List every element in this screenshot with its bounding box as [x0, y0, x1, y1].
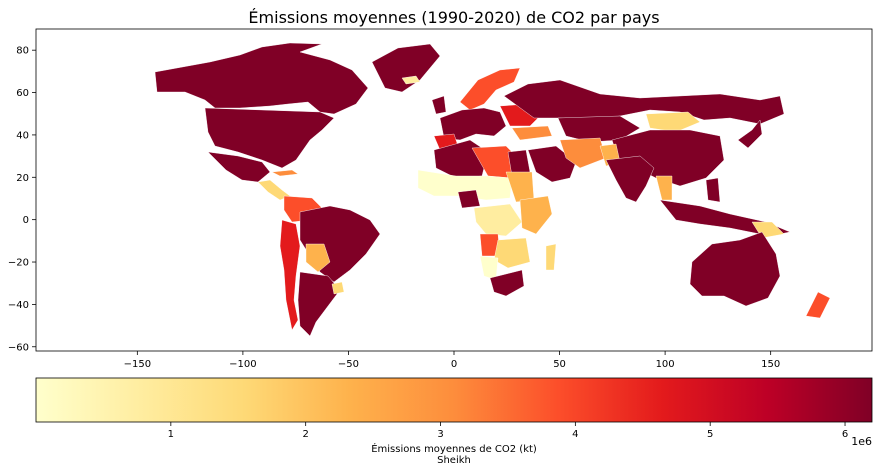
- country-india[interactable]: [605, 155, 655, 203]
- y-tick-label: 20: [16, 173, 29, 184]
- y-tick-label: 60: [16, 88, 29, 99]
- country-cuba[interactable]: [271, 169, 299, 177]
- country-madagascar[interactable]: [545, 243, 557, 271]
- country-usa[interactable]: [204, 107, 335, 169]
- x-tick-label: 100: [656, 359, 675, 370]
- country-iran[interactable]: [559, 137, 607, 169]
- country-mongolia[interactable]: [645, 111, 701, 133]
- colorbar: [35, 377, 873, 423]
- country-southern-africa[interactable]: [493, 237, 531, 269]
- x-tick-label: 150: [761, 359, 780, 370]
- country-peru-chile[interactable]: [279, 219, 301, 331]
- colorbar-label: Émissions moyennes de CO2 (kt): [371, 442, 537, 455]
- country-new-zealand[interactable]: [805, 291, 831, 319]
- colorbar-sublabel: Sheikh: [437, 455, 471, 466]
- x-axis: −150 −100 −50 0 50 100 150: [124, 351, 780, 370]
- colorbar-tick-label: 6: [842, 429, 848, 440]
- colorbar-offset-text: 1e6: [851, 435, 872, 448]
- x-tick-label: −100: [229, 359, 256, 370]
- country-uk[interactable]: [431, 95, 447, 115]
- country-bolivia[interactable]: [305, 243, 331, 273]
- x-tick-label: −150: [124, 359, 151, 370]
- country-se-asia[interactable]: [655, 175, 673, 201]
- chart-title: Émissions moyennes (1990-2020) de CO2 pa…: [248, 8, 659, 27]
- countries-layer: [154, 42, 831, 337]
- y-tick-label: −20: [8, 258, 29, 269]
- country-turkey[interactable]: [511, 125, 553, 141]
- x-tick-label: −50: [338, 359, 359, 370]
- country-japan[interactable]: [737, 119, 763, 149]
- y-tick-label: 40: [16, 130, 29, 141]
- country-argentina[interactable]: [297, 271, 341, 337]
- country-saudi[interactable]: [527, 145, 577, 183]
- colorbar-tick-label: 1: [168, 429, 174, 440]
- country-uruguay[interactable]: [331, 281, 345, 295]
- colorbar-tick-label: 4: [572, 429, 578, 440]
- country-nigeria[interactable]: [457, 189, 481, 209]
- country-east-africa[interactable]: [519, 195, 553, 235]
- x-tick-label: 50: [553, 359, 566, 370]
- country-central-africa[interactable]: [473, 203, 523, 237]
- y-tick-label: 0: [23, 215, 29, 226]
- country-mexico[interactable]: [207, 151, 271, 183]
- country-australia[interactable]: [689, 231, 781, 307]
- country-scandinavia[interactable]: [459, 67, 521, 111]
- country-central-america[interactable]: [257, 179, 291, 201]
- y-tick-label: −60: [8, 342, 29, 353]
- colorbar-tick-label: 2: [302, 429, 308, 440]
- country-greenland[interactable]: [371, 43, 441, 93]
- colorbar-tick-label: 3: [437, 429, 443, 440]
- colorbar-tick-label: 5: [707, 429, 713, 440]
- country-iceland[interactable]: [401, 75, 421, 85]
- y-tick-label: 80: [16, 46, 29, 57]
- country-canada[interactable]: [154, 42, 369, 115]
- country-sahel[interactable]: [417, 169, 513, 201]
- colorbar-ticks: 1 2 3 4 5 6: [168, 422, 848, 440]
- y-axis: 80 60 40 20 0 −20 −40 −60: [8, 46, 36, 353]
- y-tick-label: −40: [8, 300, 29, 311]
- country-philippines[interactable]: [705, 177, 721, 203]
- country-south-africa[interactable]: [489, 269, 525, 297]
- x-tick-label: 0: [451, 359, 457, 370]
